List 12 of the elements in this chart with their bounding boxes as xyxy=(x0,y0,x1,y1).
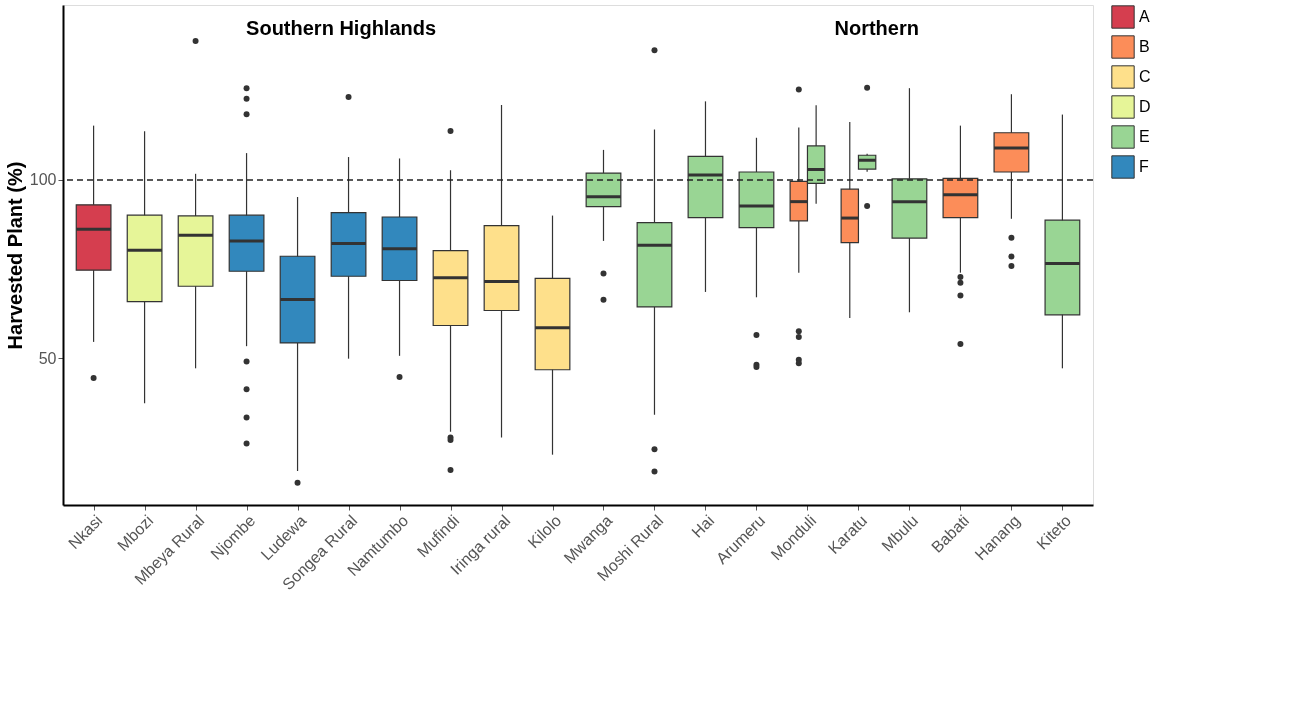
legend-label: D xyxy=(1139,98,1151,115)
y-axis-title: Harvested Plant (%) xyxy=(3,161,26,350)
legend-label: A xyxy=(1139,8,1150,25)
annotation: Northern xyxy=(834,17,919,39)
y-tick-label: 50 xyxy=(38,349,57,367)
legend-label: B xyxy=(1139,38,1150,55)
annotation: Southern Highlands xyxy=(246,17,437,39)
y-tick-label: 100 xyxy=(29,171,57,189)
x-tick-label: Hai xyxy=(688,511,718,541)
legend-label: C xyxy=(1139,68,1151,85)
legend-label: E xyxy=(1139,128,1150,145)
legend-label: F xyxy=(1139,158,1149,175)
